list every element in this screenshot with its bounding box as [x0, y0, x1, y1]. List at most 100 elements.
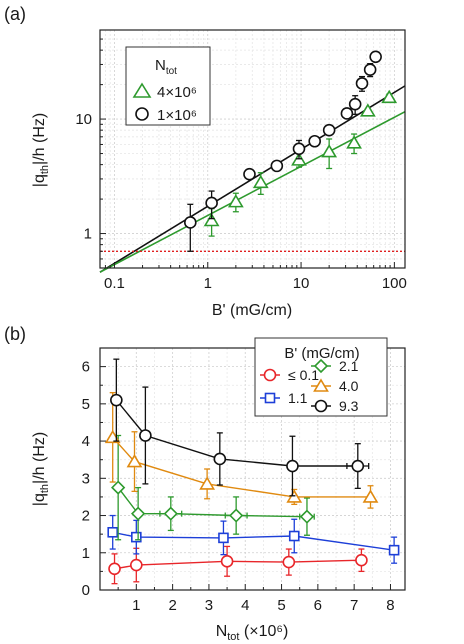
circle-point	[243, 167, 256, 181]
circle-point	[213, 452, 227, 466]
y-tick-label: 10	[75, 111, 92, 128]
panel-b-legend: B' (mG/cm) ≤ 0.1 1.1 2.1 4.0 9.3	[254, 337, 388, 417]
x-tick-label: 1	[204, 275, 212, 292]
triangle-point	[362, 489, 379, 503]
square-point	[131, 531, 142, 543]
y-tick-label: 0	[82, 582, 90, 599]
legend-diamond-marker	[313, 358, 329, 374]
diamond-point	[111, 480, 126, 495]
panel-a-ticks: 0.1 1 10 100 1 10	[75, 29, 407, 292]
y-tick-label: 3	[82, 470, 90, 487]
series-line	[112, 531, 395, 551]
legend-label: 1.1	[288, 390, 308, 406]
y-tick-label: 5	[82, 396, 90, 413]
x-tick-label: 1	[132, 597, 140, 614]
panel-a-x-axis-label: B' (mG/cm)	[212, 302, 292, 319]
legend-label: 2.1	[339, 358, 359, 374]
x-tick-label: 0.1	[104, 275, 125, 292]
panel-b-legend-title: B' (mG/cm)	[284, 345, 359, 362]
triangle-point	[252, 174, 269, 189]
diamond-point	[229, 508, 244, 523]
y-tick-label: 6	[82, 359, 90, 376]
x-tick-label: 100	[382, 275, 407, 292]
legend-label: ≤ 0.1	[288, 367, 319, 383]
circle-point	[108, 562, 121, 576]
triangle-point	[346, 135, 362, 149]
circle-point	[369, 50, 382, 64]
series-line	[114, 559, 362, 570]
legend-label-1e6: 1×10⁶	[157, 107, 197, 124]
panel-b-frame	[99, 347, 406, 591]
legend-label: 4.0	[339, 378, 359, 394]
circle-point	[139, 429, 152, 442]
x-tick-label: 3	[205, 597, 213, 614]
circle-point	[292, 142, 306, 156]
x-tick-label: 7	[350, 597, 358, 614]
circle-point	[282, 555, 296, 569]
triangle-point	[227, 194, 244, 208]
panel-b-ticks: 1 2 3 4 5 6 7 8 0 1 2 3 4 5 6	[82, 359, 395, 614]
series-line	[117, 487, 308, 518]
circle-point	[340, 107, 354, 120]
circle-point	[348, 97, 362, 111]
x-tick-label: 5	[277, 597, 285, 614]
y-tick-label: 1	[84, 226, 92, 243]
legend-triangle-marker	[313, 378, 329, 392]
circle-point	[220, 555, 234, 568]
x-tick-label: 8	[386, 597, 394, 614]
square-point	[388, 544, 400, 556]
diamond-point	[130, 506, 146, 521]
y-tick-label: 2	[82, 508, 90, 525]
circle-point	[184, 216, 197, 229]
triangle-point	[321, 144, 338, 158]
triangle-point	[126, 453, 143, 468]
triangle-point	[381, 89, 398, 104]
panel-b-y-axis-label: |qth|/h (Hz)	[31, 432, 51, 506]
series-line	[112, 436, 371, 498]
circle-point	[363, 63, 377, 76]
square-point	[107, 526, 119, 538]
triangle-point	[359, 103, 376, 117]
triangle-point	[199, 476, 216, 490]
x-tick-label: 4	[241, 597, 249, 614]
circle-point	[110, 393, 123, 407]
circle-point	[351, 459, 365, 473]
panel-a-legend: Ntot 4×10⁶ 1×10⁶	[125, 46, 211, 126]
panel-a-label: (a)	[4, 4, 26, 24]
legend-circle-marker	[135, 107, 149, 121]
panel-b-points	[104, 358, 400, 585]
circle-point	[355, 77, 369, 90]
circle-point	[308, 134, 321, 148]
panel-a-legend-title: Ntot	[155, 57, 177, 77]
legend-circle-marker	[314, 399, 328, 413]
diamond-point	[299, 509, 315, 524]
legend-square-marker	[264, 392, 276, 404]
legend-label: 9.3	[339, 398, 359, 414]
panel-a: (a) 0.1 1 10 100 1 10 Ntot 4×10⁶ 1×10⁶ B' (mG…	[4, 4, 407, 319]
panel-a-y-axis-label: |qth|/h (Hz)	[31, 113, 51, 187]
panel-b-legend-items: ≤ 0.1 1.1 2.1 4.0 9.3	[260, 358, 359, 414]
square-point	[218, 532, 229, 544]
legend-triangle-marker	[132, 82, 152, 98]
x-tick-label: 6	[314, 597, 322, 614]
legend-circle-marker	[263, 368, 277, 382]
panel-b: (b) 1 2 3 4 5 6 7 8 0 1 2 3 4 5 6 B' (mG/cm) ≤ 0.1 1.1 2…	[4, 324, 406, 643]
circle-point	[355, 553, 368, 567]
panel-a-points	[184, 50, 398, 252]
circle-point	[270, 159, 284, 173]
x-tick-label: 2	[168, 597, 176, 614]
legend-label-4e6: 4×10⁶	[157, 84, 197, 101]
panel-b-label: (b)	[4, 324, 26, 344]
circle-point	[286, 459, 299, 473]
y-tick-label: 4	[82, 433, 90, 450]
panel-b-x-axis-label: Ntot (×10⁶)	[216, 623, 289, 643]
triangle-point	[203, 212, 220, 227]
x-tick-label: 10	[293, 275, 310, 292]
circle-point	[322, 123, 336, 137]
circle-point	[130, 558, 143, 572]
diamond-point	[163, 506, 178, 521]
square-point	[288, 530, 300, 542]
y-tick-label: 1	[82, 545, 90, 562]
circle-point	[205, 196, 218, 210]
